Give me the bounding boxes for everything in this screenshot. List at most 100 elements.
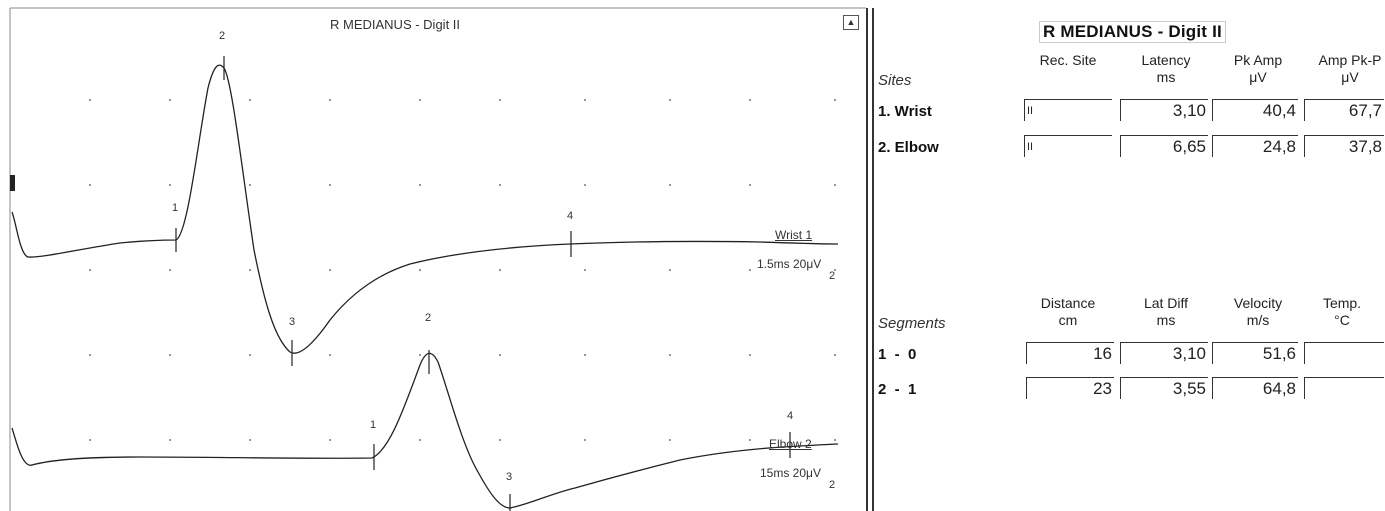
elbow-marker-2[interactable]: 2 xyxy=(425,312,431,324)
site-row-label-wrist[interactable]: 1. Wrist xyxy=(878,103,932,120)
wrist-trace-setting: 1.5ms 20μV xyxy=(757,257,821,271)
report-title: R MEDIANUS - Digit II xyxy=(1039,21,1226,43)
grid-dot xyxy=(834,354,836,356)
grid-dot xyxy=(749,99,751,101)
segment-1-0-velocity[interactable]: 51,6 xyxy=(1212,342,1298,364)
elbow-trace xyxy=(12,353,838,508)
grid-dot xyxy=(834,99,836,101)
col-head-temp: Temp. °C xyxy=(1304,295,1380,329)
wrist-trace-sub: 2 xyxy=(829,270,835,282)
col-head-amp-pkpk-line2: μV xyxy=(1304,69,1385,86)
wrist-trace-label[interactable]: Wrist 1 xyxy=(775,228,812,242)
col-head-velocity-line1: Velocity xyxy=(1212,295,1304,312)
wrist-marker-3[interactable]: 3 xyxy=(289,316,295,328)
grid-dot xyxy=(584,99,586,101)
grid-dot xyxy=(249,354,251,356)
grid-dot xyxy=(499,439,501,441)
grid-dot xyxy=(499,269,501,271)
grid-dot xyxy=(749,184,751,186)
segment-2-1-velocity[interactable]: 64,8 xyxy=(1212,377,1298,399)
grid-dot xyxy=(499,354,501,356)
panel-divider[interactable] xyxy=(866,8,868,511)
grid-dot xyxy=(749,439,751,441)
col-head-distance-line2: cm xyxy=(1022,312,1114,329)
grid-dot xyxy=(249,184,251,186)
grid-dot xyxy=(669,269,671,271)
wrist-marker-1[interactable]: 1 xyxy=(172,202,178,214)
segment-1-0-distance[interactable]: 16 xyxy=(1026,342,1114,364)
wrist-marker-4[interactable]: 4 xyxy=(567,210,573,222)
marker-ticks xyxy=(176,56,790,511)
baseline-cursor[interactable] xyxy=(10,175,15,191)
col-head-amp-pkpk-line1: Amp Pk-P xyxy=(1304,52,1385,69)
grid-dot xyxy=(249,99,251,101)
site-elbow-amp-pkpk[interactable]: 37,8 xyxy=(1304,135,1384,157)
grid-dot xyxy=(749,269,751,271)
grid-dot xyxy=(169,99,171,101)
site-wrist-pk-amp[interactable]: 40,4 xyxy=(1212,99,1298,121)
grid-dot xyxy=(89,184,91,186)
grid-dot xyxy=(419,184,421,186)
col-head-rec-site: Rec. Site xyxy=(1022,52,1114,69)
grid-dot xyxy=(419,269,421,271)
elbow-trace-label[interactable]: Elbow 2 xyxy=(769,437,812,451)
site-wrist-rec-site[interactable]: II xyxy=(1024,99,1112,121)
grid-dot xyxy=(584,439,586,441)
grid-dots xyxy=(89,99,836,441)
grid-dot xyxy=(834,184,836,186)
col-head-pk-amp: Pk Amp μV xyxy=(1212,52,1304,86)
col-head-rec-site-line1: Rec. Site xyxy=(1022,52,1114,69)
grid-dot xyxy=(89,269,91,271)
grid-dot xyxy=(419,99,421,101)
grid-dot xyxy=(169,184,171,186)
segment-row-label-1-0[interactable]: 1 - 0 xyxy=(878,346,916,363)
col-head-lat-diff-line1: Lat Diff xyxy=(1120,295,1212,312)
segment-1-0-temp[interactable] xyxy=(1304,342,1384,364)
grid-dot xyxy=(329,354,331,356)
elbow-marker-1[interactable]: 1 xyxy=(370,419,376,431)
segment-1-0-lat-diff[interactable]: 3,10 xyxy=(1120,342,1208,364)
wrist-trace xyxy=(12,65,838,353)
elbow-marker-4[interactable]: 4 xyxy=(787,410,793,422)
segments-section-label: Segments xyxy=(878,315,946,332)
col-head-lat-diff: Lat Diff ms xyxy=(1120,295,1212,329)
grid-dot xyxy=(669,184,671,186)
site-wrist-latency[interactable]: 3,10 xyxy=(1120,99,1208,121)
waveform-panel-title: R MEDIANUS - Digit II xyxy=(330,17,460,32)
segment-row-label-2-1[interactable]: 2 - 1 xyxy=(878,381,916,398)
col-head-velocity: Velocity m/s xyxy=(1212,295,1304,329)
grid-dot xyxy=(419,439,421,441)
elbow-trace-setting: 15ms 20μV xyxy=(760,466,821,480)
col-head-amp-pkpk: Amp Pk-P μV xyxy=(1304,52,1385,86)
segment-2-1-lat-diff[interactable]: 3,55 xyxy=(1120,377,1208,399)
grid-dot xyxy=(584,354,586,356)
col-head-latency-line1: Latency xyxy=(1120,52,1212,69)
segment-2-1-temp[interactable] xyxy=(1304,377,1384,399)
grid-dot xyxy=(329,99,331,101)
elbow-trace-sub: 2 xyxy=(829,479,835,491)
grid-dot xyxy=(584,184,586,186)
elbow-marker-3[interactable]: 3 xyxy=(506,471,512,483)
col-head-temp-line2: °C xyxy=(1304,312,1380,329)
site-elbow-pk-amp[interactable]: 24,8 xyxy=(1212,135,1298,157)
col-head-latency-line2: ms xyxy=(1120,69,1212,86)
site-elbow-rec-site[interactable]: II xyxy=(1024,135,1112,157)
col-head-latency: Latency ms xyxy=(1120,52,1212,86)
grid-dot xyxy=(89,99,91,101)
col-head-velocity-line2: m/s xyxy=(1212,312,1304,329)
site-elbow-latency[interactable]: 6,65 xyxy=(1120,135,1208,157)
col-head-distance-line1: Distance xyxy=(1022,295,1114,312)
site-wrist-amp-pkpk[interactable]: 67,7 xyxy=(1304,99,1384,121)
segment-2-1-distance[interactable]: 23 xyxy=(1026,377,1114,399)
grid-dot xyxy=(834,439,836,441)
scroll-up-button[interactable]: ▲ xyxy=(843,15,859,30)
site-row-label-elbow[interactable]: 2. Elbow xyxy=(878,139,939,156)
grid-dot xyxy=(584,269,586,271)
wrist-marker-2[interactable]: 2 xyxy=(219,30,225,42)
grid-dot xyxy=(89,354,91,356)
waveform-panel: R MEDIANUS - Digit II ▲ Wrist 1 1.5ms 20… xyxy=(0,0,866,511)
grid-dot xyxy=(669,354,671,356)
col-head-temp-line1: Temp. xyxy=(1304,295,1380,312)
waveform-canvas xyxy=(0,0,866,511)
grid-dot xyxy=(499,184,501,186)
